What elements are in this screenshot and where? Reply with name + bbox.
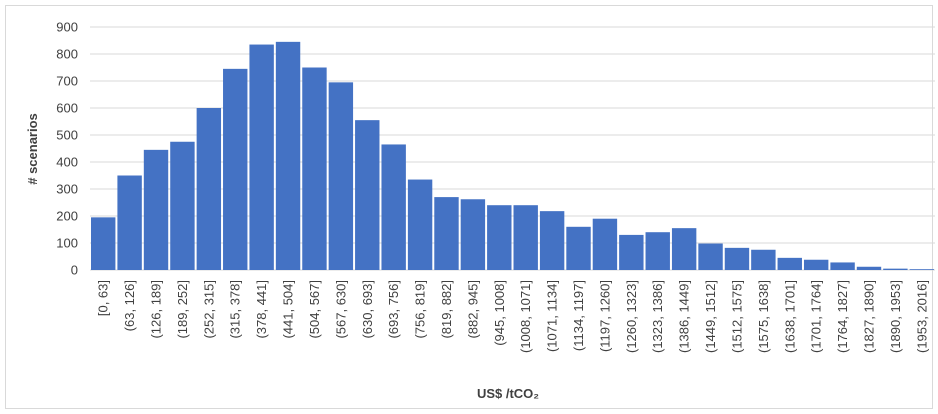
x-tick-label: (1260, 1323] bbox=[624, 280, 639, 353]
bar bbox=[381, 144, 406, 270]
x-tick-label: (1701, 1764] bbox=[809, 280, 824, 353]
bar bbox=[275, 41, 301, 270]
bar bbox=[407, 179, 433, 270]
bar bbox=[143, 149, 169, 270]
bar bbox=[355, 120, 380, 271]
x-tick-label: (315, 378] bbox=[228, 280, 243, 339]
x-tick-label: (378, 441] bbox=[254, 280, 269, 339]
bar bbox=[196, 108, 222, 270]
x-tick-label: (189, 252] bbox=[175, 280, 190, 339]
x-tick-label: (1575, 1638] bbox=[756, 280, 771, 353]
bar bbox=[539, 211, 565, 270]
bar bbox=[671, 228, 697, 270]
bar bbox=[883, 268, 908, 270]
bar bbox=[619, 234, 644, 270]
x-tick-label: (567, 630] bbox=[333, 280, 348, 339]
x-tick-label: (1638, 1701] bbox=[782, 280, 797, 353]
bar bbox=[460, 199, 486, 270]
x-axis-title: US$ /tCO₂ bbox=[477, 386, 539, 401]
x-tick-label: (504, 567] bbox=[307, 280, 322, 339]
bar bbox=[777, 257, 802, 270]
x-tick-label: (693, 756] bbox=[386, 280, 401, 339]
x-tick-label: (441, 504] bbox=[281, 280, 296, 339]
bar bbox=[223, 68, 248, 270]
bar bbox=[91, 217, 116, 270]
bar bbox=[645, 232, 670, 270]
y-tick-label: 600 bbox=[56, 101, 78, 116]
x-tick-label: [0, 63] bbox=[96, 280, 111, 316]
bar bbox=[724, 247, 750, 270]
y-tick-label: 100 bbox=[56, 236, 78, 251]
bar bbox=[249, 44, 274, 270]
y-tick-label: 300 bbox=[56, 182, 78, 197]
bar bbox=[909, 269, 934, 270]
x-tick-label: (252, 315] bbox=[201, 280, 216, 339]
bar bbox=[513, 205, 538, 270]
x-tick-label: (1197, 1260] bbox=[597, 280, 612, 352]
x-tick-label: (1386, 1449] bbox=[677, 280, 692, 353]
y-tick-label: 900 bbox=[56, 20, 78, 35]
x-tick-label: (1449, 1512] bbox=[703, 280, 718, 353]
y-axis-title: # scenarios bbox=[25, 113, 40, 185]
x-tick-label: (63, 126] bbox=[122, 280, 137, 331]
bar bbox=[566, 226, 591, 270]
x-tick-label: (1134, 1197] bbox=[571, 280, 586, 351]
bar bbox=[487, 205, 512, 270]
y-tick-label: 800 bbox=[56, 47, 78, 62]
bar bbox=[856, 266, 882, 270]
bar bbox=[751, 249, 776, 270]
x-tick-label: (126, 189] bbox=[149, 280, 164, 339]
y-tick-label: 700 bbox=[56, 74, 78, 89]
x-tick-label: (1323, 1386] bbox=[650, 280, 665, 353]
y-tick-labels: 0 100 200 300 400 500 600 700 800 900 bbox=[56, 20, 78, 278]
x-tick-label: (1764, 1827] bbox=[835, 280, 850, 353]
bars bbox=[91, 41, 934, 271]
x-tick-label: (1890, 1953] bbox=[888, 280, 903, 353]
bar bbox=[830, 262, 855, 270]
x-tick-label: (1953, 2016] bbox=[914, 280, 929, 353]
x-tick-label: (945, 1008] bbox=[492, 280, 507, 346]
x-tick-label: (819, 882] bbox=[439, 280, 454, 339]
y-tick-label: 500 bbox=[56, 128, 78, 143]
x-tick-label: (1008, 1071] bbox=[518, 280, 533, 353]
x-tick-labels: [0, 63] (63, 126] (126, 189] (189, 252] (252… bbox=[96, 280, 930, 353]
bar bbox=[170, 141, 195, 270]
y-tick-label: 200 bbox=[56, 209, 78, 224]
bar bbox=[328, 82, 354, 270]
y-tick-label: 0 bbox=[71, 263, 78, 278]
x-tick-label: (756, 819] bbox=[413, 280, 428, 339]
x-tick-label: (1512, 1575] bbox=[729, 280, 744, 353]
bar bbox=[302, 67, 327, 270]
bar bbox=[592, 218, 618, 270]
bar bbox=[803, 259, 829, 270]
bar bbox=[117, 175, 142, 270]
y-tick-label: 400 bbox=[56, 155, 78, 170]
x-tick-label: (1071, 1134] bbox=[545, 280, 560, 352]
bar bbox=[698, 243, 723, 270]
x-tick-label: (882, 945] bbox=[465, 280, 480, 339]
x-tick-label: (1827, 1890] bbox=[861, 280, 876, 353]
bar bbox=[434, 197, 459, 270]
x-tick-label: (630, 693] bbox=[360, 280, 375, 339]
